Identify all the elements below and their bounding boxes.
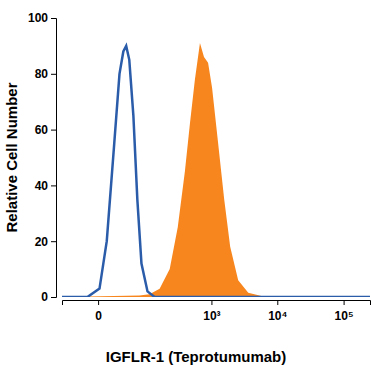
chart: 0 10³ 10⁴ 10⁵ 0 20 40 60 80 100 IGFLR-1 (Teprotumu… (0, 0, 371, 372)
y-axis-line (51, 19, 57, 298)
x-tick-mark (98, 300, 99, 305)
y-axis-title: Relative Cell Number (3, 82, 20, 232)
y-tick: 100 (28, 11, 56, 25)
y-tick: 40 (35, 179, 56, 193)
histogram-area (62, 43, 370, 297)
x-tick-label: 10⁴ (268, 309, 287, 323)
x-tick-mark (277, 300, 278, 305)
y-tick: 0 (41, 290, 56, 304)
x-tick: 10⁵ (335, 300, 354, 323)
x-axis: 0 10³ 10⁴ 10⁵ (63, 300, 371, 323)
x-axis-line (63, 301, 371, 306)
x-tick-mark (344, 300, 345, 305)
y-tick: 80 (35, 67, 56, 81)
y-axis: 0 20 40 60 80 100 (28, 11, 57, 304)
y-tick-mark (51, 18, 56, 19)
x-tick-mark (211, 300, 212, 305)
x-axis-title: IGFLR-1 (Teprotumumab) (106, 348, 287, 365)
y-tick-mark (51, 241, 56, 242)
y-tick-label: 100 (28, 11, 48, 25)
y-tick-mark (51, 130, 56, 131)
y-tick: 60 (35, 123, 56, 137)
y-tick-mark (51, 185, 56, 186)
y-tick-mark (51, 297, 56, 298)
plot-area (62, 43, 370, 297)
x-tick: 10³ (203, 300, 220, 323)
y-tick: 20 (35, 235, 56, 249)
y-tick-label: 0 (41, 290, 48, 304)
y-tick-mark (51, 74, 56, 75)
y-tick-label: 80 (35, 67, 49, 81)
y-tick-label: 40 (35, 179, 49, 193)
x-tick: 10⁴ (268, 300, 287, 323)
x-tick-label: 0 (95, 309, 102, 323)
y-tick-label: 20 (35, 235, 49, 249)
x-tick: 0 (95, 300, 102, 323)
x-tick-label: 10³ (203, 309, 220, 323)
histogram-line (62, 46, 370, 297)
x-tick-label: 10⁵ (335, 309, 354, 323)
y-tick-label: 60 (35, 123, 49, 137)
